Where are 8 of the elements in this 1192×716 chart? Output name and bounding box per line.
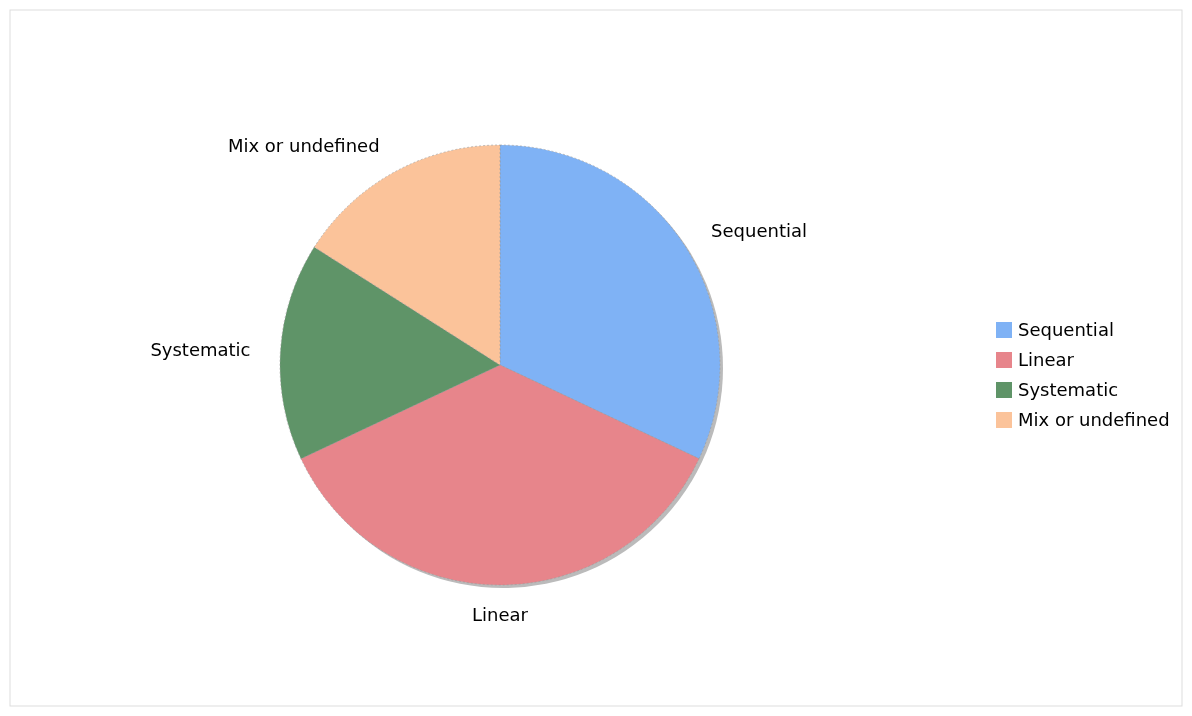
legend-label: Sequential	[1018, 319, 1114, 341]
slice-label: Linear	[472, 604, 529, 626]
slice-label: Mix or undefined	[227, 135, 380, 157]
slice-label: Systematic	[150, 338, 251, 360]
legend-label: Linear	[1018, 349, 1075, 371]
legend-label: Mix or undefined	[1018, 409, 1170, 431]
slice-label: Sequential	[711, 220, 807, 242]
legend-label: Systematic	[1018, 379, 1119, 401]
